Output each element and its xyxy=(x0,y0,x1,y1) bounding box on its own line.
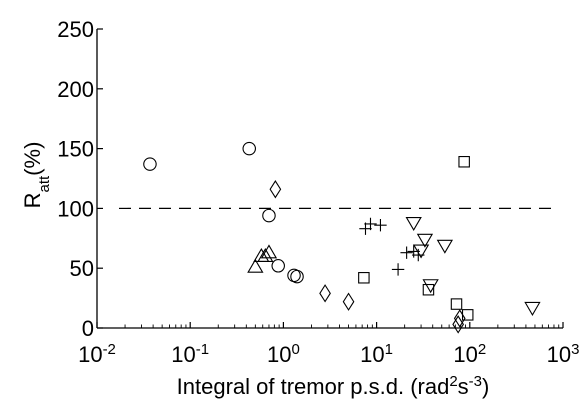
data-point-plus xyxy=(364,217,377,231)
y-tick-label: 50 xyxy=(70,256,94,281)
data-point-triangle-up xyxy=(247,258,264,273)
data-point-circle xyxy=(242,141,256,156)
x-tick-label: 10-1 xyxy=(171,341,209,368)
data-point-diamond xyxy=(452,315,465,334)
x-tick-label: 103 xyxy=(547,341,580,368)
y-tick-label: 0 xyxy=(82,316,94,341)
data-point-diamond xyxy=(342,292,355,311)
x-axis-title: Integral of tremor p.s.d. (rad2s-3) xyxy=(177,373,490,400)
data-point-triangle-down xyxy=(422,279,439,294)
data-point-square xyxy=(458,156,470,168)
data-point-diamond xyxy=(453,309,466,328)
data-point-square xyxy=(358,272,370,284)
data-point-square xyxy=(461,309,474,321)
data-point-triangle-down xyxy=(524,301,541,316)
data-point-plus xyxy=(391,263,405,276)
y-tick-label: 150 xyxy=(57,137,94,162)
y-tick-label: 200 xyxy=(57,77,94,102)
x-tick-label: 101 xyxy=(360,341,393,368)
data-point-triangle-down xyxy=(412,244,430,259)
axes: 0 50 100 150 200 250 10-2 10-1 100 101 102 103 xyxy=(57,17,579,367)
data-point-circle xyxy=(290,269,304,284)
data-point-triangle-up xyxy=(257,247,274,262)
data-point-square xyxy=(422,283,435,296)
x-tick-label: 102 xyxy=(453,341,486,368)
data-point-triangle-down xyxy=(405,217,422,232)
data-point-triangle-down xyxy=(436,239,454,254)
y-axis-title: Ratt(%) xyxy=(20,142,53,209)
y-tick-label: 250 xyxy=(57,17,94,42)
x-tick-label: 10-2 xyxy=(78,341,116,368)
data-point-triangle-up xyxy=(260,244,278,259)
data-point-circle xyxy=(143,157,157,171)
data-point-triangle-down xyxy=(416,233,434,248)
data-point-circle xyxy=(262,208,276,223)
data-point-diamond xyxy=(319,284,331,303)
x-tick-label: 100 xyxy=(267,341,300,368)
data-point-plus xyxy=(400,246,413,259)
data-point-diamond xyxy=(269,180,282,199)
data-point-circle xyxy=(271,259,285,273)
data-markers xyxy=(143,141,541,334)
data-point-square xyxy=(450,298,463,310)
data-point-plus xyxy=(359,222,372,235)
data-point-plus xyxy=(374,218,387,232)
y-tick-label: 100 xyxy=(57,196,94,221)
